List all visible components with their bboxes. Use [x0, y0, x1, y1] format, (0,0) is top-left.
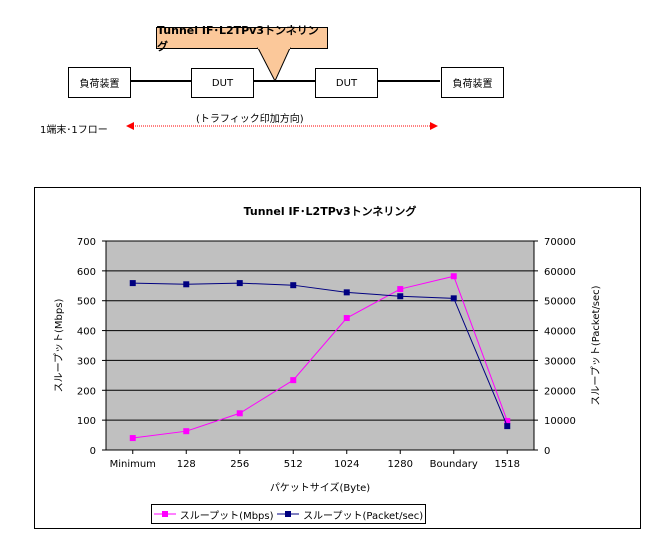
data-point-marker	[129, 280, 136, 287]
x-tick-label: 512	[284, 459, 303, 470]
data-point-marker	[236, 280, 243, 287]
legend-item-pps: スループット(Packet/sec)	[277, 507, 423, 522]
x-tick-label: 1280	[388, 459, 413, 470]
y-tick-label: 700	[77, 237, 96, 248]
node-label: 負荷装置	[79, 79, 120, 90]
chart-legend: スループット(Mbps) スループット(Packet/sec)	[151, 504, 426, 524]
series-line	[132, 282, 508, 427]
chart-title: Tunnel IF･L2TPv3トンネリング	[244, 204, 417, 218]
y2-tick-label: 40000	[544, 327, 576, 338]
y2-tick-label: 70000	[544, 237, 576, 248]
data-point-marker	[129, 435, 136, 442]
y2-tick-label: 20000	[544, 386, 576, 397]
data-point-marker	[290, 282, 297, 289]
x-tick-label: 256	[230, 459, 249, 470]
x-tick-label: Minimum	[110, 459, 156, 470]
data-point-marker	[450, 295, 457, 302]
y2-tick-label: 0	[544, 446, 550, 457]
line-chart: Tunnel IF･L2TPv3トンネリング 0 100 200 300 400 500 60…	[53, 204, 602, 494]
link-line	[130, 80, 440, 82]
data-point-marker	[397, 286, 404, 293]
series-line	[132, 275, 508, 439]
data-point-marker	[450, 273, 457, 280]
chart-frame: Tunnel IF･L2TPv3トンネリング 0 100 200 300 400 500 60…	[34, 187, 641, 529]
y2-tick-label: 60000	[544, 267, 576, 278]
legend-marker-pps-icon	[277, 511, 300, 517]
data-point-marker	[504, 423, 511, 430]
y2-tick-label: 30000	[544, 356, 576, 367]
y-tick-label: 300	[77, 356, 96, 367]
x-axis-label: パケットサイズ(Byte)	[270, 481, 370, 494]
dut-left: DUT	[191, 68, 254, 98]
traffic-direction-label: (トラフィック印加方向)	[196, 114, 304, 125]
y-tick-label: 200	[77, 386, 96, 397]
flow-label: 1端末･1フロー	[40, 125, 108, 136]
data-point-marker	[397, 293, 404, 300]
data-point-marker	[236, 410, 243, 417]
traffic-arrow	[126, 122, 438, 130]
data-point-marker	[183, 428, 190, 435]
callout-pointer	[257, 46, 291, 83]
dut-right: DUT	[315, 68, 378, 98]
load-generator-left: 負荷装置	[68, 67, 131, 98]
data-point-marker	[504, 418, 511, 425]
data-point-marker	[183, 281, 190, 288]
plot-area	[105, 240, 535, 451]
data-point-marker	[290, 377, 297, 384]
y-tick-label: 600	[77, 267, 96, 278]
x-tick-label: 1024	[334, 459, 359, 470]
node-label: DUT	[211, 77, 234, 89]
y-tick-label: 0	[90, 446, 96, 457]
data-point-marker	[343, 289, 350, 296]
y2-axis-label: スループット(Packet/sec)	[590, 285, 602, 405]
node-label: 負荷装置	[452, 79, 493, 90]
y-tick-label: 500	[77, 297, 96, 308]
legend-marker-mbps-icon	[153, 511, 176, 517]
callout-label: Tunnel IF･L2TPv3トンネリング	[157, 24, 319, 53]
y-tick-label: 400	[77, 327, 96, 338]
data-point-marker	[343, 315, 350, 322]
y-tick-label: 100	[77, 416, 96, 427]
x-tick-label: Boundary	[430, 459, 478, 470]
tunnel-callout: Tunnel IF･L2TPv3トンネリング	[156, 24, 328, 53]
legend-label: スループット(Packet/sec)	[303, 510, 424, 522]
y2-tick-label: 50000	[544, 297, 576, 308]
x-tick-label: 128	[177, 459, 196, 470]
load-generator-right: 負荷装置	[441, 67, 504, 98]
x-tick-label: 1518	[495, 459, 520, 470]
y-axis-label: スループット(Mbps)	[53, 299, 65, 393]
legend-label: スループット(Mbps)	[179, 510, 274, 522]
y2-tick-label: 10000	[544, 416, 576, 427]
legend-item-mbps: スループット(Mbps)	[153, 507, 274, 522]
node-label: DUT	[335, 77, 358, 89]
